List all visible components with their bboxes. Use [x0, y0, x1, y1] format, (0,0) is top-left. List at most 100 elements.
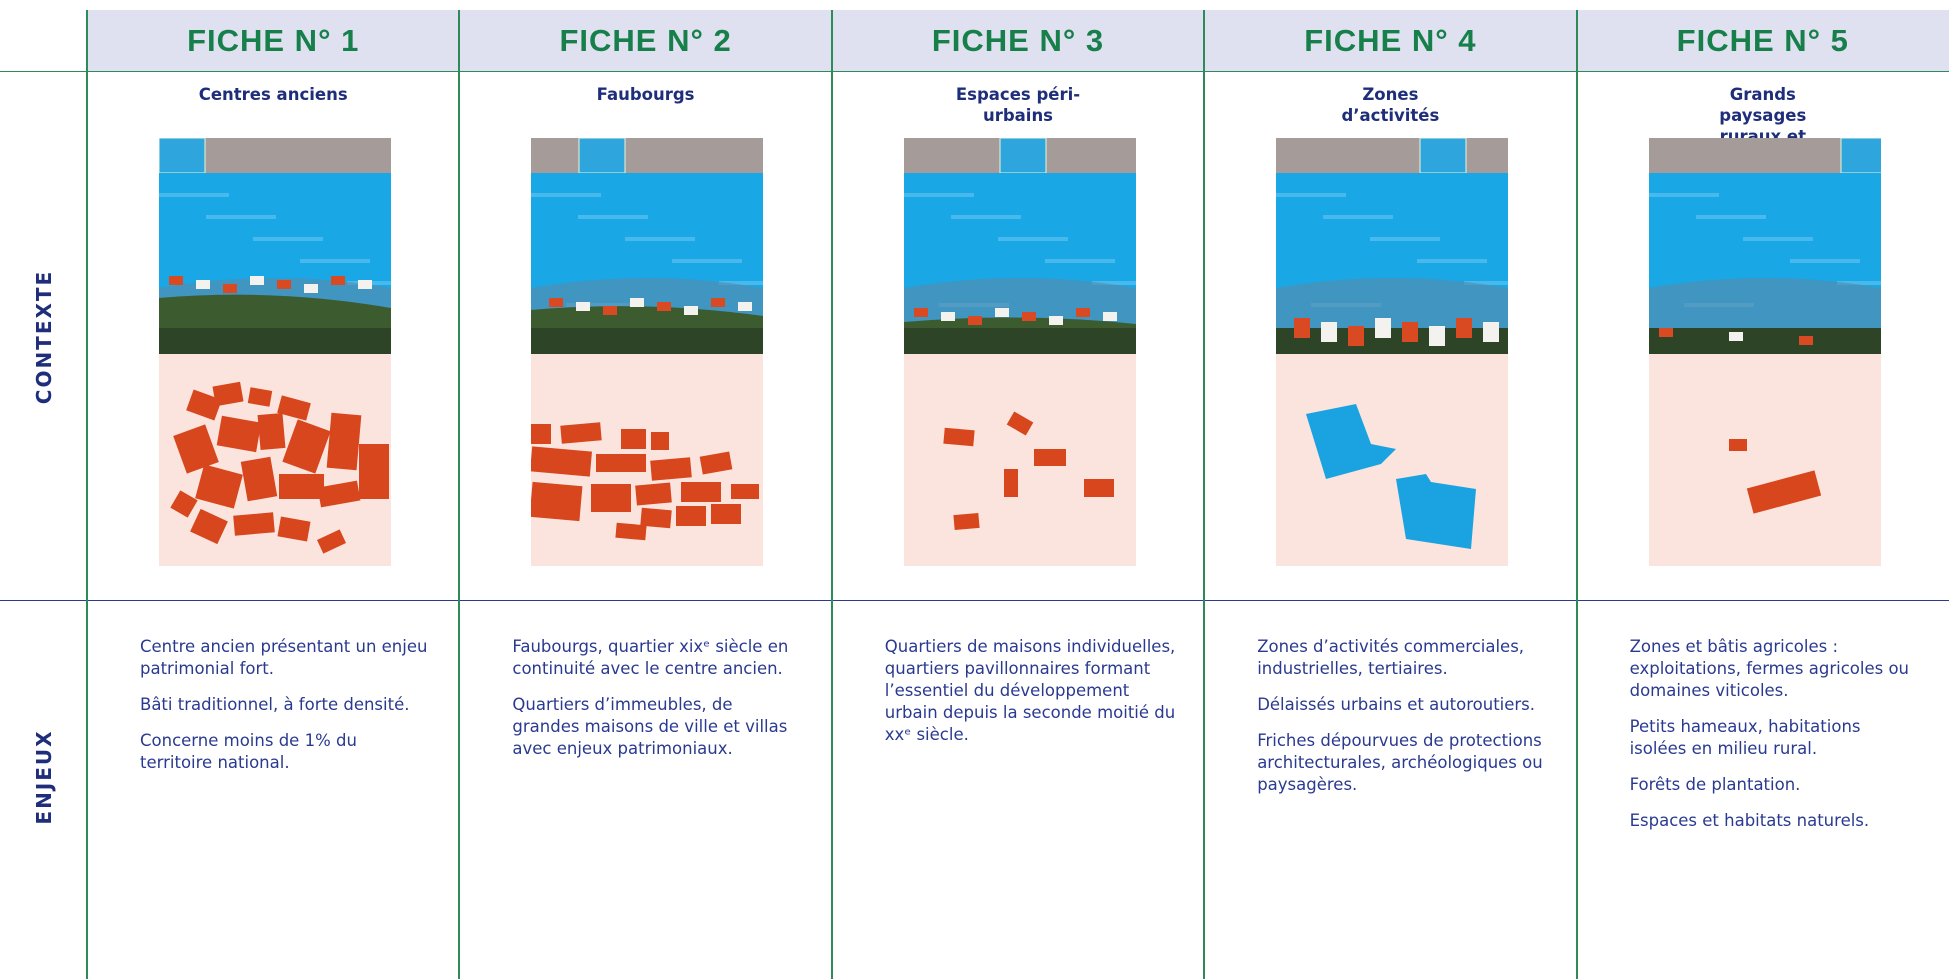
illustration-shape	[997, 237, 1068, 241]
enjeux-paragraph: Centre ancien présentant un enjeu patrim…	[140, 637, 428, 678]
illustration-shape	[967, 316, 982, 325]
column-divider	[1203, 10, 1206, 979]
illustration-shape	[233, 512, 275, 536]
illustration-shape	[1276, 328, 1509, 354]
illustration-shape	[300, 259, 370, 263]
illustration-shape	[903, 328, 1136, 354]
illustration-shape	[169, 276, 183, 285]
illustration-shape	[331, 276, 345, 285]
illustration-shape	[711, 504, 742, 524]
row-divider	[0, 600, 1949, 601]
illustration-shape	[1429, 326, 1446, 346]
illustration	[531, 138, 764, 566]
enjeux-text: Faubourgs, quartier xixᵉ siècle en conti…	[512, 636, 804, 774]
illustration-shape	[1836, 281, 1881, 285]
illustration-shape	[999, 138, 1047, 174]
illustration-shape	[212, 381, 244, 407]
illustration-shape	[630, 298, 645, 307]
illustration-shape	[223, 284, 237, 293]
illustration-shape	[1728, 439, 1747, 451]
illustration-shape	[578, 138, 626, 174]
illustration-shape	[1348, 326, 1365, 346]
column-title: FICHE N° 1	[187, 23, 360, 58]
row-label: CONTEXTE	[32, 269, 56, 405]
illustration-shape	[1648, 193, 1719, 197]
column-divider	[458, 10, 461, 979]
illustration-shape	[549, 298, 564, 307]
illustration-shape	[1294, 318, 1311, 338]
enjeux-paragraph: Quartiers de maisons individuelles, quar…	[884, 637, 1176, 744]
illustration-shape	[250, 276, 264, 285]
enjeux-text: Centre ancien présentant un enjeu patrim…	[140, 636, 432, 788]
enjeux-text: Quartiers de maisons individuelles, quar…	[885, 636, 1177, 760]
illustration-shape	[1075, 308, 1090, 317]
column-divider	[830, 10, 833, 979]
illustration-shape	[1375, 318, 1392, 338]
illustration-shape	[1091, 281, 1136, 285]
illustration-shape	[359, 444, 389, 499]
illustration-shape	[195, 464, 243, 509]
illustration-shape	[196, 280, 210, 289]
illustration-shape	[1044, 259, 1115, 263]
illustration-shape	[531, 193, 602, 197]
header-divider	[0, 71, 1949, 72]
illustration-shape	[531, 328, 764, 354]
illustration-shape	[943, 427, 975, 447]
illustration-shape	[1006, 411, 1034, 436]
illustration-shape	[1483, 322, 1500, 342]
enjeux-paragraph: Petits hameaux, habitations isolées en m…	[1629, 717, 1861, 758]
illustration-shape	[1083, 479, 1114, 497]
illustration-shape	[1033, 449, 1066, 466]
enjeux-paragraph: Forêts de plantation.	[1629, 775, 1801, 794]
illustration-shape	[1276, 138, 1509, 173]
illustration-shape	[953, 512, 980, 531]
illustration-shape	[625, 237, 696, 241]
illustration-shape	[317, 529, 346, 554]
illustration-shape	[277, 395, 311, 421]
column-divider	[1575, 10, 1578, 979]
column-title: FICHE N° 2	[559, 23, 732, 58]
column-title: FICHE N° 4	[1304, 23, 1477, 58]
illustration-shape	[591, 484, 632, 512]
illustration-shape	[1370, 237, 1441, 241]
column-divider	[86, 10, 88, 979]
illustration-shape	[531, 481, 583, 522]
illustration-shape	[651, 432, 670, 450]
column-subtitle: Zones d’activités	[1341, 85, 1440, 125]
illustration-shape	[1021, 312, 1036, 321]
illustration-shape	[277, 280, 291, 289]
enjeux-paragraph: Concerne moins de 1% du territoire natio…	[140, 731, 357, 772]
illustration-shape	[277, 516, 311, 542]
enjeux-paragraph: Friches dépourvues de protections archit…	[1257, 731, 1543, 794]
illustration-shape	[1742, 237, 1813, 241]
enjeux-text: Zones d’activités commerciales, industri…	[1257, 636, 1549, 810]
illustration-shape	[159, 328, 391, 354]
column-subtitle: Centres anciens	[198, 85, 348, 104]
illustration-shape	[1746, 470, 1821, 514]
illustration-shape	[903, 193, 974, 197]
illustration-shape	[240, 456, 278, 502]
illustration-shape	[560, 422, 603, 444]
illustration-shape	[719, 281, 764, 285]
illustration-shape	[731, 484, 760, 499]
illustration-shape	[531, 446, 593, 477]
row-label: ENJEUX	[32, 729, 56, 825]
illustration-shape	[940, 312, 955, 321]
illustration-shape	[1464, 281, 1509, 285]
illustration-shape	[257, 412, 286, 451]
illustration	[1648, 138, 1881, 566]
illustration-shape	[1728, 332, 1743, 341]
illustration-shape	[650, 457, 693, 481]
illustration-shape	[1102, 312, 1117, 321]
illustration-shape	[531, 424, 552, 444]
illustration-shape	[1402, 322, 1419, 342]
illustration-shape	[1695, 215, 1766, 219]
illustration-shape	[1419, 138, 1467, 174]
illustration-shape	[1276, 193, 1347, 197]
illustration-shape	[279, 474, 324, 499]
illustration-shape	[190, 508, 228, 545]
illustration-shape	[531, 138, 764, 173]
illustration-shape	[994, 308, 1009, 317]
illustration-shape	[1648, 354, 1881, 566]
illustration-shape	[621, 429, 647, 449]
